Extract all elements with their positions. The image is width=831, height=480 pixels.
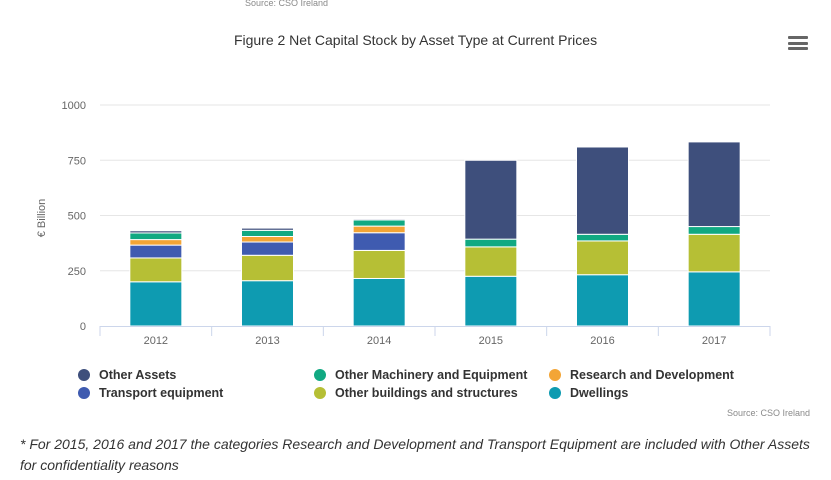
- legend-item[interactable]: Other Machinery and Equipment: [314, 368, 527, 382]
- bar-segment[interactable]: [576, 240, 629, 276]
- legend-label: Other Assets: [99, 368, 177, 382]
- legend-item[interactable]: Dwellings: [549, 386, 628, 400]
- bar-segment[interactable]: [576, 233, 629, 242]
- x-tick-label: 2017: [702, 335, 726, 347]
- bar-segment[interactable]: [576, 146, 629, 235]
- legend-label: Transport equipment: [99, 386, 224, 400]
- bar-segment[interactable]: [352, 218, 406, 221]
- legend-swatch: [314, 369, 326, 381]
- bar-segment[interactable]: [129, 281, 183, 327]
- bar-segment[interactable]: [241, 227, 294, 231]
- grid-lines: [100, 104, 770, 272]
- x-tick-label: 2016: [590, 335, 614, 347]
- bar-segment[interactable]: [129, 239, 183, 246]
- bar-segment[interactable]: [464, 246, 518, 277]
- y-tick-label: 750: [68, 155, 86, 167]
- bottom-source-label: Source: CSO Ireland: [726, 408, 810, 418]
- x-tick-label: 2015: [479, 335, 503, 347]
- bars: [129, 141, 741, 327]
- bar-segment[interactable]: [687, 226, 741, 235]
- y-axis-label: € Billion: [36, 199, 48, 238]
- legend-label: Other Machinery and Equipment: [335, 368, 528, 382]
- bar-segment[interactable]: [464, 159, 518, 240]
- x-axis-ticks: 2012 2013 2014 2015 2016 2017: [144, 335, 727, 347]
- bar-segment[interactable]: [687, 271, 741, 327]
- bar-segment[interactable]: [352, 249, 406, 279]
- bar-segment[interactable]: [129, 257, 183, 283]
- bar-segment[interactable]: [576, 274, 629, 327]
- legend-swatch: [314, 387, 326, 399]
- x-tick-label: 2012: [144, 335, 168, 347]
- legend-item[interactable]: Transport equipment: [78, 386, 223, 400]
- y-tick-label: 500: [68, 211, 86, 223]
- bar-segment[interactable]: [352, 219, 406, 227]
- bar-segment[interactable]: [464, 275, 518, 327]
- bar-segment[interactable]: [352, 232, 406, 251]
- bar-segment[interactable]: [352, 277, 406, 327]
- footnote: * For 2015, 2016 and 2017 the categories…: [20, 436, 810, 473]
- bar-segment[interactable]: [129, 230, 183, 234]
- legend-item[interactable]: Research and Development: [549, 368, 734, 382]
- legend-label: Other buildings and structures: [335, 386, 518, 400]
- y-axis-ticks: 0 250 500 750 1000: [62, 100, 86, 333]
- bar-segment[interactable]: [241, 241, 294, 256]
- x-tick-label: 2014: [367, 335, 391, 347]
- bar-segment[interactable]: [464, 238, 518, 248]
- legend-label: Dwellings: [570, 386, 629, 400]
- y-tick-label: 250: [68, 266, 86, 278]
- bar-segment[interactable]: [241, 235, 294, 243]
- legend: Other Assets Other Machinery and Equipmen…: [78, 368, 778, 404]
- chart-title: Figure 2 Net Capital Stock by Asset Type…: [233, 32, 598, 48]
- hamburger-menu-icon[interactable]: [788, 36, 808, 52]
- legend-item[interactable]: Other buildings and structures: [314, 386, 518, 400]
- bar-segment[interactable]: [129, 232, 183, 241]
- legend-swatch: [549, 387, 561, 399]
- legend-swatch: [78, 369, 90, 381]
- legend-item[interactable]: Other Assets: [78, 368, 176, 382]
- bar-segment[interactable]: [129, 244, 183, 259]
- bar-segment[interactable]: [352, 225, 406, 234]
- x-axis: [99, 326, 771, 336]
- legend-swatch: [78, 387, 90, 399]
- bar-segment[interactable]: [241, 229, 294, 237]
- bar-segment[interactable]: [687, 141, 741, 228]
- y-tick-label: 1000: [62, 100, 86, 112]
- bar-segment[interactable]: [687, 233, 741, 273]
- legend-label: Research and Development: [570, 368, 734, 382]
- bar-segment[interactable]: [241, 254, 294, 282]
- top-source-label: Source: CSO Ireland: [245, 0, 329, 8]
- x-tick-label: 2013: [255, 335, 279, 347]
- y-tick-label: 0: [80, 321, 86, 333]
- bar-segment[interactable]: [241, 280, 294, 327]
- legend-swatch: [549, 369, 561, 381]
